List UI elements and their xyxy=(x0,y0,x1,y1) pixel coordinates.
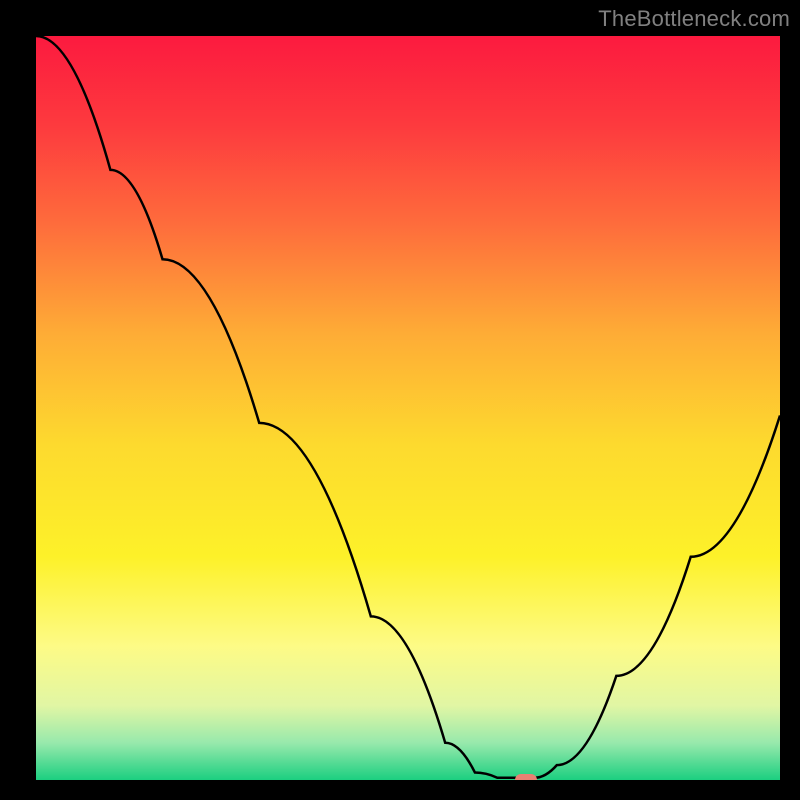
optimum-marker xyxy=(515,774,537,782)
watermark-text: TheBottleneck.com xyxy=(598,6,790,32)
bottleneck-curve xyxy=(36,36,780,780)
plot-frame xyxy=(34,34,782,782)
chart-container: TheBottleneck.com xyxy=(0,0,800,800)
